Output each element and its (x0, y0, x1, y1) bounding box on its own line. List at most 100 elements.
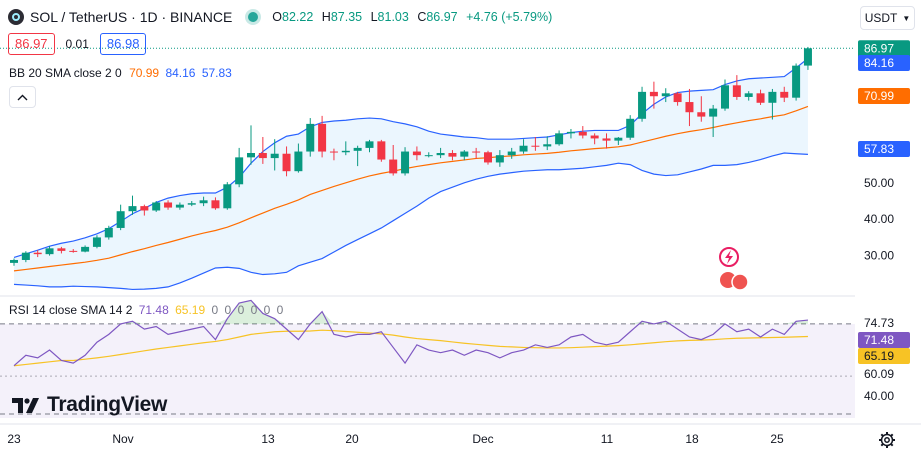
candle-body[interactable] (756, 93, 765, 103)
candle-body[interactable] (401, 151, 410, 174)
candle-body[interactable] (768, 91, 777, 103)
candle-body[interactable] (602, 138, 611, 141)
candle-body[interactable] (270, 153, 279, 159)
candle-body[interactable] (531, 145, 540, 147)
candle-body[interactable] (495, 155, 504, 163)
bb-legend-label: BB 20 SMA close 2 0 (9, 66, 122, 80)
candle-body[interactable] (460, 151, 469, 157)
trade-panel: 86.97 0.01 86.98 (8, 33, 147, 55)
change-value: +4.76 (+5.79%) (466, 10, 553, 24)
candle-body[interactable] (365, 141, 374, 148)
candle-body[interactable] (780, 91, 789, 98)
candle-body[interactable] (792, 65, 801, 98)
candle-body[interactable] (424, 155, 433, 157)
symbol-header: SOL / TetherUS · 1D · BINANCE O82.22 H87… (8, 6, 557, 28)
candle-body[interactable] (258, 152, 267, 159)
candle-body[interactable] (81, 246, 90, 252)
candle-body[interactable] (448, 152, 457, 157)
open-value: 82.22 (282, 10, 314, 24)
candle-body[interactable] (318, 123, 327, 152)
candle-body[interactable] (661, 93, 670, 97)
candle-body[interactable] (732, 85, 741, 97)
collapse-legend-button[interactable] (9, 86, 36, 108)
candle-body[interactable] (377, 141, 386, 160)
candle-body[interactable] (578, 131, 587, 136)
candle-body[interactable] (709, 108, 718, 117)
candle-body[interactable] (389, 159, 398, 174)
candle-body[interactable] (555, 133, 564, 145)
candle-body[interactable] (247, 152, 255, 158)
candle-body[interactable] (45, 248, 54, 255)
candle-body[interactable] (57, 248, 66, 251)
sell-button[interactable]: 86.97 (8, 33, 55, 55)
candle-body[interactable] (566, 131, 575, 134)
candle-body[interactable] (744, 93, 753, 97)
candle-body[interactable] (92, 237, 101, 247)
candle-body[interactable] (519, 145, 528, 152)
candle-body[interactable] (187, 203, 196, 205)
buy-button[interactable]: 86.98 (99, 33, 147, 55)
candle-body[interactable] (199, 200, 208, 204)
candle-body[interactable] (614, 137, 623, 141)
currency-select[interactable]: USDT ▼ (860, 6, 915, 30)
candle-body[interactable] (590, 135, 599, 139)
candle-body[interactable] (235, 157, 244, 185)
candle-body[interactable] (803, 48, 812, 66)
candle-body[interactable] (472, 151, 481, 153)
rsi-line (13, 299, 809, 367)
us-flag-event-icon-2[interactable] (731, 273, 749, 291)
candle-body[interactable] (697, 112, 706, 117)
bb-band-fill (14, 58, 808, 290)
candle-body[interactable] (329, 151, 338, 153)
symbol-title[interactable]: SOL / TetherUS · 1D · BINANCE (30, 9, 233, 25)
candle-body[interactable] (626, 118, 635, 138)
tradingview-logo[interactable]: TradingView (12, 393, 167, 417)
candle-body[interactable] (436, 152, 445, 156)
candle-body[interactable] (140, 206, 149, 211)
candle-body[interactable] (175, 204, 184, 208)
rsi-legend[interactable]: RSI 14 close SMA 14 2 71.48 65.19 0 0 0 … (9, 303, 283, 317)
candle-body[interactable] (412, 151, 421, 156)
currency-label: USDT (864, 11, 898, 25)
rsi-value-badge-bg (858, 332, 910, 348)
candle-body[interactable] (294, 151, 303, 172)
spread-value: 0.01 (65, 37, 89, 51)
candle-body[interactable] (649, 91, 658, 97)
candle-body[interactable] (543, 144, 552, 147)
candle-body[interactable] (164, 202, 173, 208)
open-label: O (272, 10, 283, 24)
candle-body[interactable] (33, 252, 42, 255)
tradingview-logo-icon (12, 398, 39, 413)
candle-body[interactable] (353, 147, 362, 151)
candle-body[interactable] (721, 85, 729, 109)
candle-body[interactable] (484, 152, 492, 163)
candle-body[interactable] (211, 200, 220, 209)
time-axis-tick: 25 (770, 432, 784, 446)
low-label: L (370, 10, 378, 24)
candle-body[interactable] (152, 202, 161, 211)
candle-body[interactable] (21, 252, 30, 260)
bb-legend[interactable]: BB 20 SMA close 2 0 70.99 84.16 57.83 (9, 66, 232, 80)
candle-body[interactable] (69, 250, 78, 252)
candle-body[interactable] (685, 102, 694, 113)
candle-body[interactable] (104, 227, 113, 238)
chevron-down-icon: ▼ (902, 13, 911, 23)
market-open-dot-icon (248, 12, 259, 22)
candle-body[interactable] (116, 211, 125, 228)
bb-lower-line (13, 152, 808, 291)
candle-body[interactable] (10, 259, 18, 263)
candle-body[interactable] (282, 153, 291, 172)
rsi-axis-tick: 40.00 (864, 389, 894, 403)
candle-body[interactable] (507, 151, 516, 156)
candle-body[interactable] (128, 206, 137, 212)
rsi-extra-2: 0 (237, 303, 245, 317)
candle-body[interactable] (673, 93, 682, 103)
candle-body[interactable] (306, 123, 315, 152)
candle-body[interactable] (223, 184, 232, 209)
candle-body[interactable] (341, 150, 350, 153)
candle-body[interactable] (638, 91, 647, 119)
time-axis-tick: 23 (7, 432, 21, 446)
gear-icon[interactable] (878, 431, 896, 449)
